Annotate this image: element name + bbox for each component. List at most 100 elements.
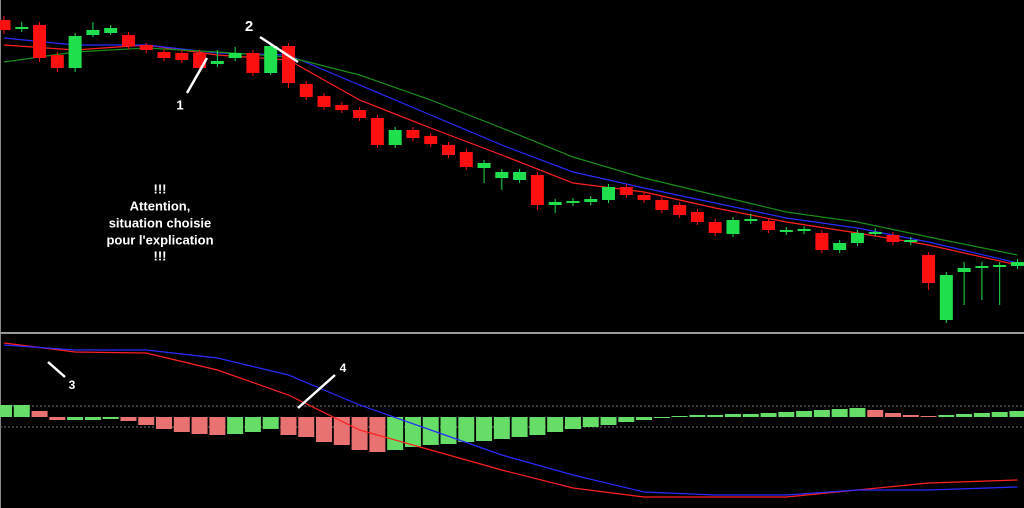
annotation: 2 [245,18,253,35]
note-line: !!! [154,181,167,196]
indicator-line [3,342,1018,498]
candle-body [833,243,847,250]
histogram-bar [351,417,368,450]
histogram-bar [262,417,279,429]
histogram-bar [422,417,439,445]
histogram-bar [831,409,848,417]
candle-body [744,219,758,221]
candle-body [104,28,118,33]
note-line: !!! [154,248,167,263]
candle-body [424,136,438,144]
candle-body [353,110,367,118]
candle-body [477,163,491,168]
pointer [259,35,299,64]
histogram-bar [493,417,510,439]
histogram-bar [564,417,581,429]
histogram-bar [387,417,404,450]
candle-body [442,145,455,155]
candle-body [655,200,669,210]
annotation: 3 [69,378,76,392]
histogram-bar [529,417,546,435]
candle-body [922,255,936,283]
pointer [185,57,209,94]
candle-body [619,187,633,195]
candle-body [530,175,544,205]
candle-body [584,199,598,202]
candle-body [228,53,242,58]
histogram-bar [333,417,350,445]
histogram-bar [973,413,990,417]
candle-body [175,53,189,60]
histogram-bar [511,417,528,437]
candle-body [779,230,793,232]
candle-body [548,202,562,205]
candle-body [281,46,295,83]
candle-body [299,84,313,97]
annotation: 1 [176,97,183,112]
candle-body [690,212,704,222]
indicator-line [3,344,1018,496]
histogram-bar [316,417,333,442]
candle-body [815,233,829,250]
candle-body [121,35,135,46]
indicator-line [3,44,1018,266]
candle-body [33,25,47,58]
candle-body [957,268,971,272]
histogram-bar [209,417,226,435]
indicator-line [3,37,1018,264]
histogram-bar [796,411,813,417]
histogram-bar [582,417,599,427]
candle-body [673,205,687,215]
candle-body [975,266,989,268]
histogram-bar [120,417,137,421]
histogram-bar [724,414,741,417]
histogram-bar [813,410,830,417]
histogram-bar [49,417,66,420]
histogram-bar [244,417,261,432]
histogram-bar [991,412,1008,417]
histogram-bar [31,411,48,417]
histogram-bar [956,414,973,417]
candle-body [886,235,900,242]
candle-body [708,222,722,233]
candle-body [210,61,224,64]
histogram-bar [440,417,457,444]
histogram-bar [84,417,101,420]
histogram-bar [600,417,617,425]
candle-body [388,130,402,145]
histogram-bar [885,413,901,417]
candle-body [513,172,527,180]
note-line: situation choisie [109,215,212,230]
candle-body [904,240,918,242]
histogram-bar [280,417,297,435]
pointer [47,361,66,378]
histogram-bar [173,417,190,432]
candle-body [1010,262,1024,266]
histogram-bar [849,408,866,417]
histogram-bar [760,413,777,417]
candle-body [139,45,153,50]
histogram-bar [298,417,315,437]
histogram-bar [707,415,724,417]
histogram-bar [547,417,564,432]
candle-body [193,53,207,68]
candle-body [637,195,651,200]
histogram-bar [778,412,795,417]
histogram-bar [920,416,937,417]
candle-body [993,265,1007,267]
candle-body [602,187,616,200]
histogram-bar [653,417,670,418]
note-line: pour l'explication [106,232,213,247]
histogram-bar [671,416,688,417]
histogram-bar [138,417,155,425]
histogram-bar [13,405,30,417]
candle-body [406,130,420,138]
histogram-bar [156,417,173,429]
histogram-bar [689,415,706,417]
candle-body [50,55,64,68]
candle-body [797,229,811,231]
candle-body [68,36,82,68]
histogram-bar [227,417,244,434]
candle-body [317,96,331,107]
candle-body [0,20,11,30]
